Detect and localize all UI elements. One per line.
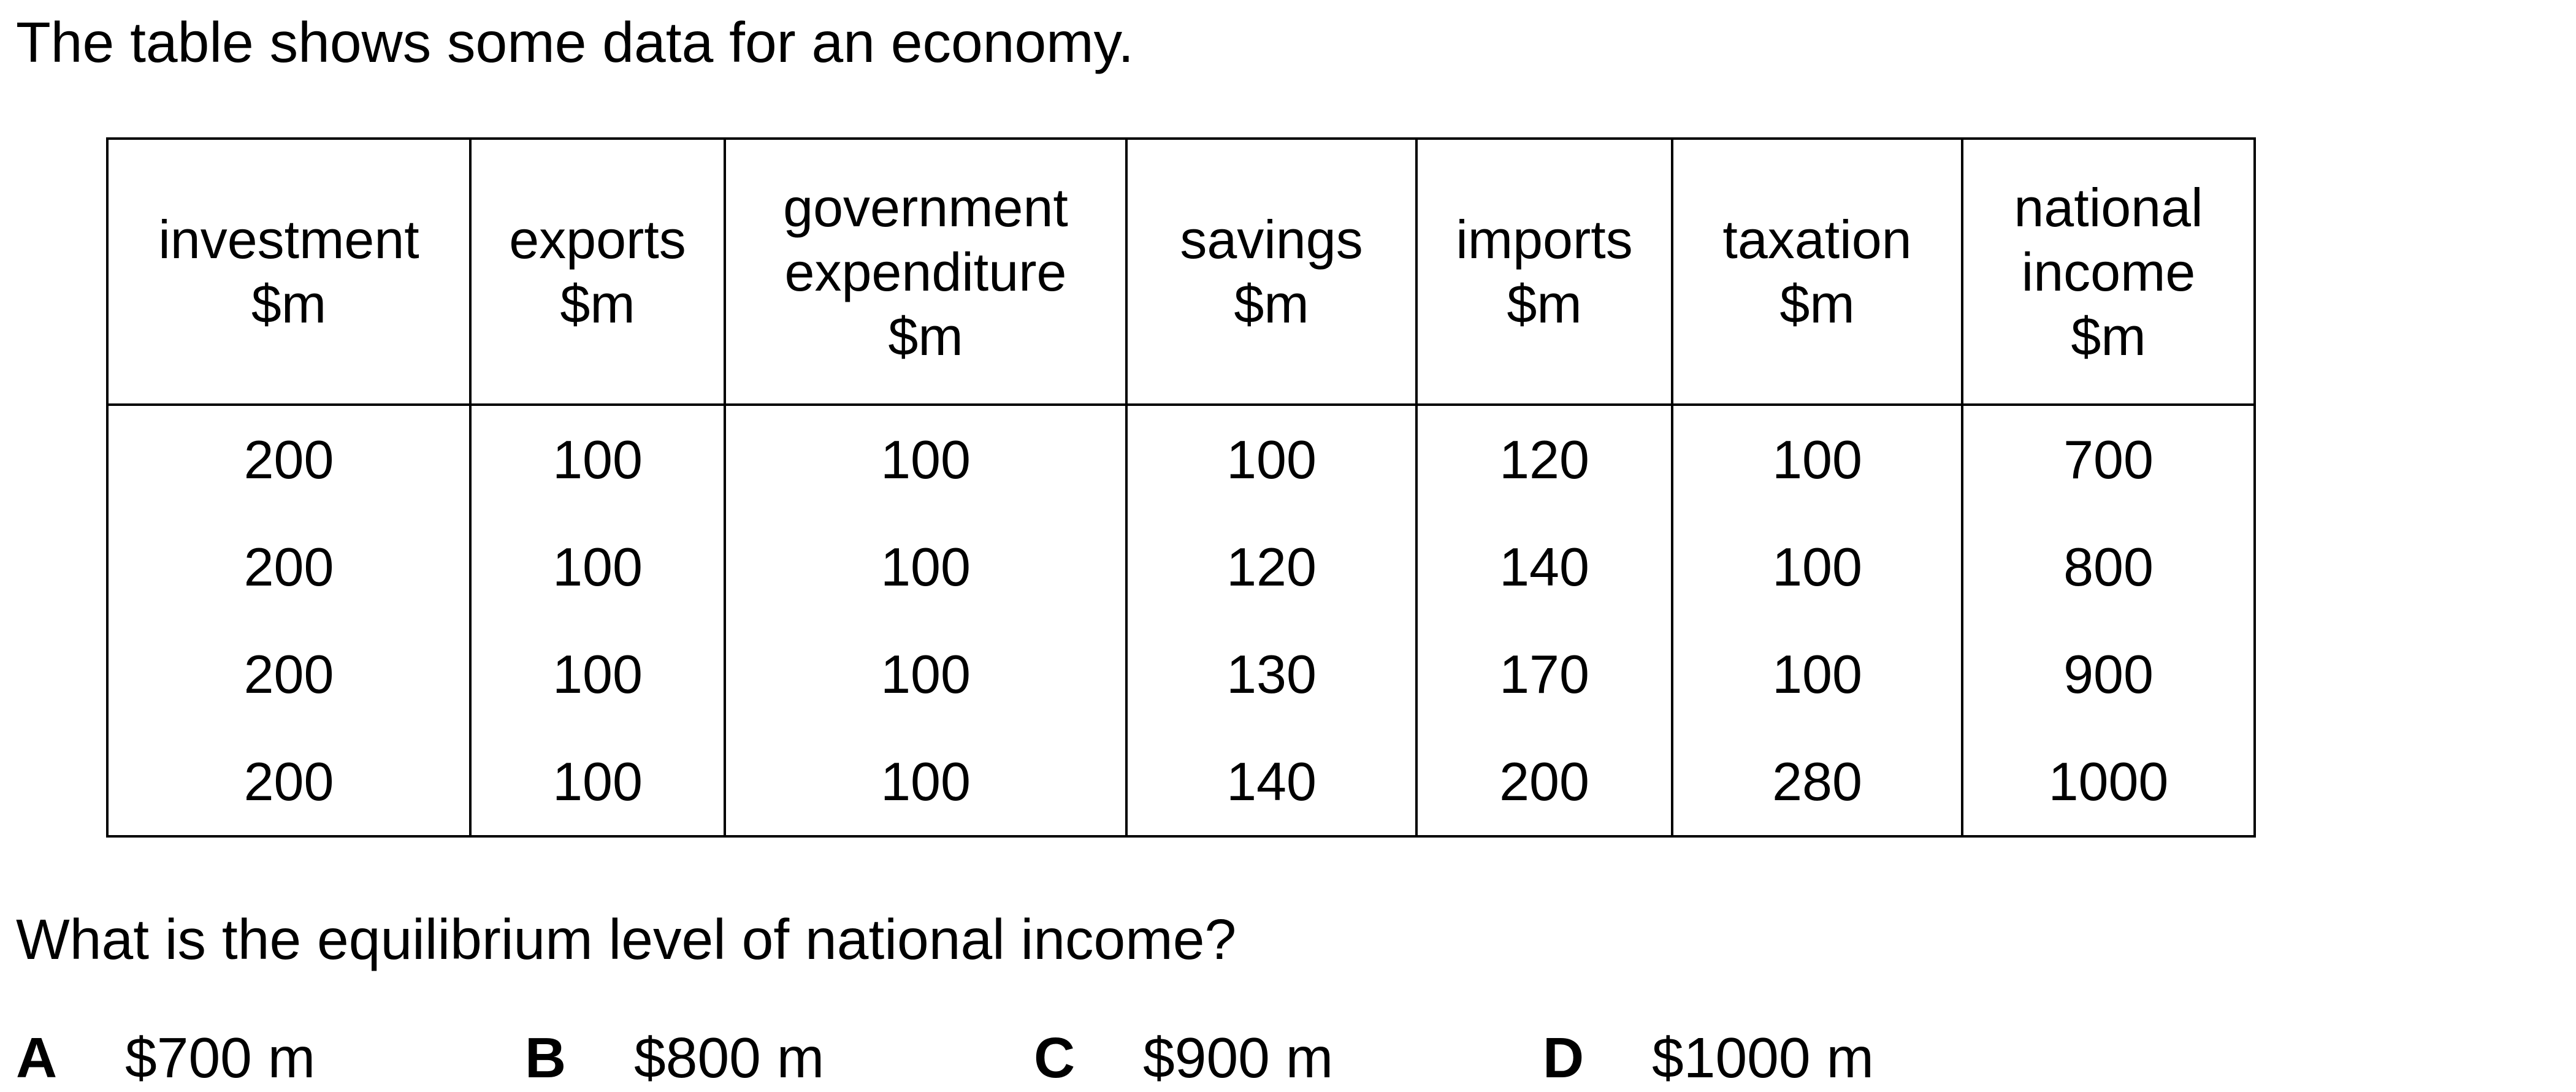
table-row: 200 100 100 120 140 100 800 [106,513,2256,620]
option-value: $900 m [1143,1026,1334,1090]
header-exports: exports $m [469,137,726,406]
table-cell: 140 [1125,728,1418,836]
table-cell: 200 [106,513,472,620]
table-cell: 1000 [1961,728,2256,836]
table-cell: 900 [1961,620,2256,728]
table-cell: 100 [724,620,1128,728]
intro-text: The table shows some data for an economy… [16,10,1134,74]
table-cell: 120 [1125,513,1418,620]
table-cell: 280 [1671,728,1963,836]
table-header-row: investment $m exports $m government expe… [106,137,2256,406]
table-cell: 100 [469,513,726,620]
table-cell: 100 [469,405,726,513]
header-national-income: national income $m [1961,137,2256,406]
table-cell: 700 [1961,405,2256,513]
economy-data-table: investment $m exports $m government expe… [106,137,2256,838]
table-cell: 120 [1415,405,1673,513]
table-cell: 100 [1671,405,1963,513]
table-cell: 200 [106,405,472,513]
header-savings: savings $m [1125,137,1418,406]
table-cell: 100 [724,405,1128,513]
option-letter: B [525,1026,567,1090]
table-row: 200 100 100 100 120 100 700 [106,405,2256,513]
question-text: What is the equilibrium level of nationa… [16,907,1237,971]
table-cell: 200 [106,620,472,728]
table-cell: 140 [1415,513,1673,620]
option-value: $800 m [634,1026,825,1090]
table-row: 200 100 100 140 200 280 1000 [106,728,2256,836]
table-cell: 170 [1415,620,1673,728]
option-letter: A [16,1026,58,1090]
table-cell: 100 [469,728,726,836]
header-imports: imports $m [1415,137,1673,406]
table-cell: 100 [469,620,726,728]
header-taxation: taxation $m [1671,137,1963,406]
table-cell: 100 [724,513,1128,620]
table-cell: 130 [1125,620,1418,728]
table-cell: 100 [1125,405,1418,513]
option-letter: C [1034,1026,1076,1090]
option-value: $1000 m [1652,1026,1874,1090]
header-government-expenditure: government expenditure $m [724,137,1128,406]
header-investment: investment $m [106,137,472,406]
table-row: 200 100 100 130 170 100 900 [106,620,2256,728]
table-cell: 800 [1961,513,2256,620]
table-cell: 100 [1671,513,1963,620]
table-cell: 200 [106,728,472,836]
table-cell: 100 [1671,620,1963,728]
table-cell: 200 [1415,728,1673,836]
table-cell: 100 [724,728,1128,836]
option-value: $700 m [125,1026,316,1090]
option-letter: D [1543,1026,1584,1090]
answer-options: A $700 m B $800 m C $900 m D $1000 m [0,1024,2576,1091]
